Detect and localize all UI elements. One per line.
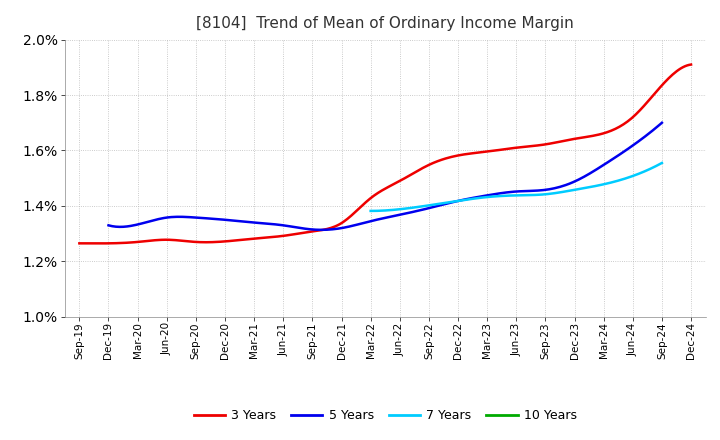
3 Years <box>593 132 601 138</box>
3 Years <box>94 241 102 246</box>
7 Years <box>368 208 377 213</box>
5 Years <box>106 223 114 228</box>
5 Years <box>104 223 113 228</box>
5 Years <box>445 200 454 205</box>
7 Years <box>366 208 375 213</box>
5 Years <box>572 178 581 183</box>
5 Years <box>317 227 325 232</box>
7 Years <box>657 160 666 165</box>
7 Years <box>367 208 376 213</box>
7 Years <box>541 192 549 197</box>
5 Years <box>436 203 444 208</box>
3 Years <box>77 241 86 246</box>
7 Years <box>613 178 621 183</box>
5 Years <box>657 120 666 125</box>
3 Years <box>451 153 460 158</box>
Legend: 3 Years, 5 Years, 7 Years, 10 Years: 3 Years, 5 Years, 7 Years, 10 Years <box>189 404 582 427</box>
3 Years <box>439 157 448 162</box>
7 Years <box>546 191 554 196</box>
5 Years <box>608 157 616 162</box>
3 Years <box>75 241 84 246</box>
3 Years <box>687 62 696 67</box>
7 Years <box>631 172 640 178</box>
Title: [8104]  Trend of Mean of Ordinary Income Margin: [8104] Trend of Mean of Ordinary Income … <box>197 16 574 32</box>
7 Years <box>540 192 549 197</box>
Line: 3 Years: 3 Years <box>79 65 691 243</box>
5 Years <box>433 203 442 209</box>
3 Years <box>441 156 450 161</box>
3 Years <box>631 112 640 117</box>
Line: 5 Years: 5 Years <box>109 123 662 230</box>
Line: 7 Years: 7 Years <box>371 163 662 211</box>
